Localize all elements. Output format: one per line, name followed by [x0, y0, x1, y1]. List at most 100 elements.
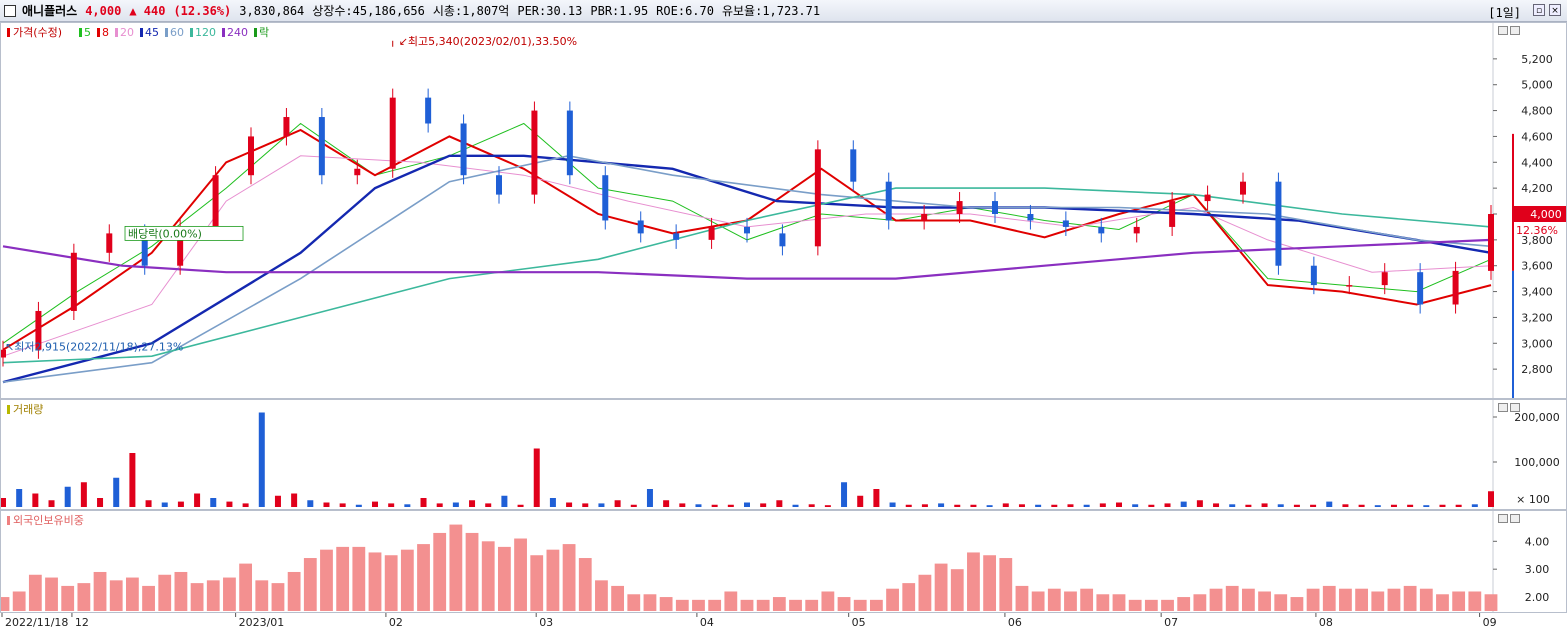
candle-body — [389, 97, 396, 169]
foreign-bar — [417, 544, 430, 611]
volume-bar — [566, 502, 573, 507]
volume-bar — [1471, 504, 1478, 507]
foreign-bar — [853, 599, 867, 611]
x-tick-label: 08 — [1319, 616, 1333, 629]
candle-body — [106, 233, 113, 253]
foreign-bar — [1322, 585, 1336, 611]
foreign-bar — [0, 597, 10, 611]
select-checkbox[interactable] — [4, 4, 16, 17]
x-tick-label: 03 — [539, 616, 553, 629]
rights-annotation: 배당락(0.00%) — [128, 227, 202, 240]
foreign-bar — [109, 580, 123, 611]
volume-bar — [549, 498, 556, 507]
panel-restore-icon[interactable] — [1498, 403, 1508, 412]
stock-name[interactable]: 애니플러스 — [22, 4, 78, 18]
y-tick-label: 5,000 — [1521, 79, 1553, 92]
foreign-bar — [1436, 594, 1449, 611]
foreign-bar — [1452, 591, 1466, 611]
volume-bar — [938, 503, 945, 507]
foreign-bar — [449, 524, 463, 611]
last-price-label: 4,000 — [1530, 208, 1562, 221]
volume-bar — [274, 495, 281, 507]
foreign-bar — [1047, 588, 1061, 611]
candle-body — [850, 149, 857, 182]
foreign-bar — [1225, 585, 1239, 611]
candle-body — [283, 117, 290, 137]
volume-bar — [485, 503, 492, 507]
volume-bar — [1423, 505, 1430, 507]
candle-body — [673, 233, 680, 240]
panel-restore-icon[interactable] — [1498, 514, 1508, 523]
trade-volume: 3,830,864 — [239, 3, 305, 18]
foreign-bar — [546, 549, 560, 611]
y-tick-label: 200,000 — [1514, 411, 1560, 424]
volume-bar — [1035, 504, 1042, 507]
foreign-bar — [611, 585, 625, 611]
foreign-bar — [239, 563, 253, 611]
price-change: ▲ 440 — [129, 3, 166, 18]
period-selector[interactable]: [1일] — [1488, 6, 1521, 20]
volume-unit: × 100 — [1516, 493, 1550, 506]
volume-bar — [501, 495, 508, 507]
foreign-bar — [595, 580, 608, 611]
volume-bar — [291, 493, 298, 507]
price-chart[interactable]: 2,800 3,000 3,200 3,400 3,600 3,800 4,000 4,200… — [0, 23, 1567, 398]
y-tick-label: 3,400 — [1521, 286, 1553, 299]
volume-bar — [889, 502, 896, 507]
candle-body — [460, 123, 467, 176]
x-axis: 2022/11/18 12 2023/01 02 03 04 05 06 07 08 09 — [1, 613, 1497, 629]
foreign-bar — [433, 532, 447, 611]
volume-bar — [1261, 503, 1268, 507]
foreign-bar — [1064, 591, 1077, 611]
foreign-bar — [1274, 594, 1288, 611]
candle-body — [1310, 265, 1317, 286]
legend-ma-label: 45 — [145, 26, 159, 39]
foreign-holding-chart[interactable]: 외국인보유비중 2.00 3.00 4.00 — [0, 511, 1566, 612]
legend-ma-label: 20 — [120, 26, 134, 39]
foreign-bar — [869, 599, 883, 611]
foreign-bar — [77, 583, 91, 611]
foreign-bar — [190, 583, 204, 611]
volume-bar — [776, 500, 783, 507]
volume-bar — [873, 489, 880, 507]
maximize-icon[interactable]: ▫ — [1533, 4, 1545, 16]
roe-value: ROE:6.70 — [656, 3, 714, 18]
current-price: 4,000 — [85, 3, 122, 18]
candle-body — [566, 110, 573, 176]
last-pct-label: 12.36% — [1516, 224, 1558, 237]
candle-body — [212, 175, 219, 227]
foreign-bar — [1015, 585, 1029, 611]
candle-body — [248, 136, 254, 176]
foreign-title: 외국인보유비중 — [13, 514, 84, 527]
volume-bar — [1083, 504, 1090, 507]
foreign-bar — [125, 577, 139, 611]
last-price-flag — [1513, 206, 1567, 222]
candle-body — [1488, 214, 1494, 271]
foreign-bar — [320, 549, 333, 611]
price-panel: 2,800 3,000 3,200 3,400 3,600 3,800 4,000 4,200… — [0, 22, 1567, 399]
candle-body — [602, 175, 609, 221]
close-icon[interactable]: × — [1549, 4, 1561, 16]
candle-body — [141, 233, 148, 266]
x-tick-label: 07 — [1164, 616, 1178, 629]
candle-body — [779, 233, 786, 247]
foreign-bar — [1306, 588, 1320, 611]
volume-bar — [986, 505, 993, 507]
foreign-bar — [336, 546, 350, 611]
volume-bar — [16, 489, 23, 507]
panel-close-icon[interactable] — [1510, 514, 1520, 523]
candle-body — [637, 220, 644, 234]
candle-body — [885, 181, 892, 221]
panel-close-icon[interactable] — [1510, 403, 1520, 412]
foreign-bar — [28, 574, 42, 611]
candle-body — [1027, 214, 1034, 221]
panel-close-icon[interactable] — [1510, 26, 1520, 35]
y-tick-label: 4,600 — [1521, 130, 1553, 143]
volume-chart[interactable]: 거래량 100,000 200,000 × 100 — [0, 400, 1566, 509]
y-tick-label: 3,000 — [1521, 337, 1553, 350]
foreign-bar — [724, 591, 738, 611]
panel-restore-icon[interactable] — [1498, 26, 1508, 35]
foreign-bar — [1031, 591, 1045, 611]
foreign-bar — [675, 599, 689, 611]
foreign-bar — [1387, 588, 1401, 611]
